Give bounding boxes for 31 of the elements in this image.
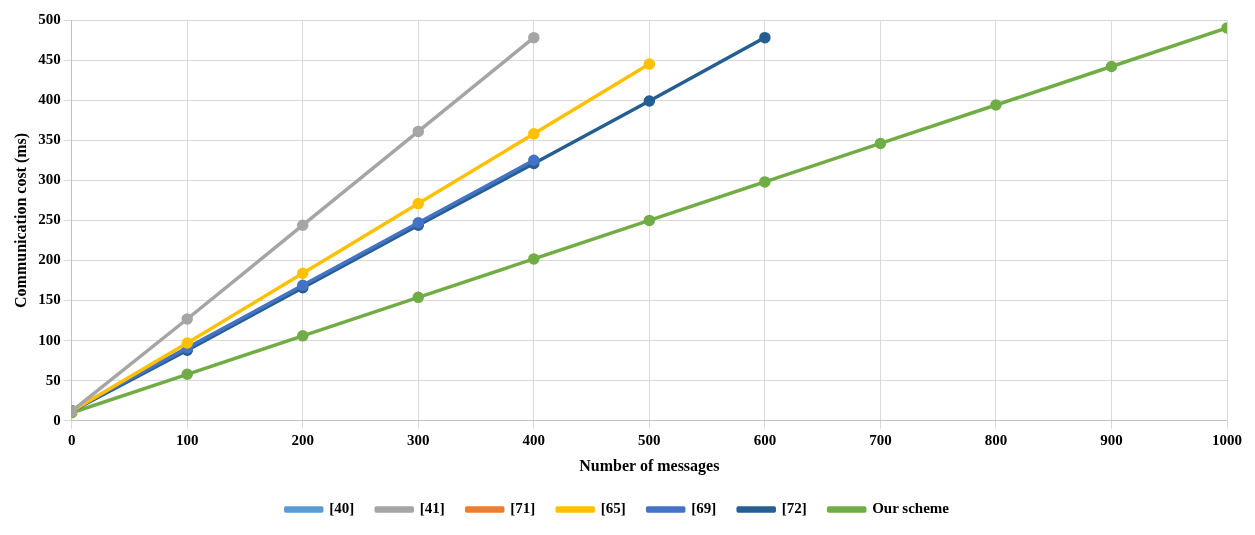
y-tick-label: 450 — [38, 50, 61, 67]
legend-label: [72] — [781, 500, 807, 517]
legend-label: [69] — [691, 500, 717, 517]
legend-label: [40] — [329, 500, 355, 517]
y-tick-label: 500 — [38, 10, 61, 27]
x-tick-label: 600 — [753, 431, 777, 448]
x-tick-label: 1000 — [1212, 431, 1242, 448]
y-tick-label: 150 — [38, 291, 61, 308]
y-tick-label: 400 — [38, 91, 61, 108]
y-tick-label: 200 — [38, 251, 61, 268]
y-tick-label: 50 — [45, 371, 61, 388]
legend-label: [41] — [419, 500, 445, 517]
x-tick-label: 400 — [522, 431, 546, 448]
y-tick-label: 350 — [38, 131, 61, 148]
y-axis-title: Communication cost (ms) — [11, 132, 30, 308]
x-tick-label: 100 — [175, 431, 199, 448]
x-tick-label: 200 — [291, 431, 315, 448]
legend-label: [71] — [510, 500, 536, 517]
x-axis-title: Number of messages — [579, 456, 720, 475]
legend-label: [65] — [600, 500, 626, 517]
x-tick-label: 800 — [984, 431, 1008, 448]
x-tick-label: 300 — [407, 431, 430, 448]
y-tick-label: 250 — [38, 211, 61, 228]
y-tick-label: 300 — [38, 171, 61, 188]
x-tick-label: 500 — [638, 431, 661, 448]
y-tick-label: 0 — [53, 411, 61, 428]
x-tick-label: 900 — [1100, 431, 1123, 448]
x-tick-label: 700 — [869, 431, 892, 448]
legend-label: Our scheme — [872, 500, 950, 517]
y-tick-label: 100 — [38, 331, 61, 348]
x-tick-label: 0 — [67, 431, 76, 448]
